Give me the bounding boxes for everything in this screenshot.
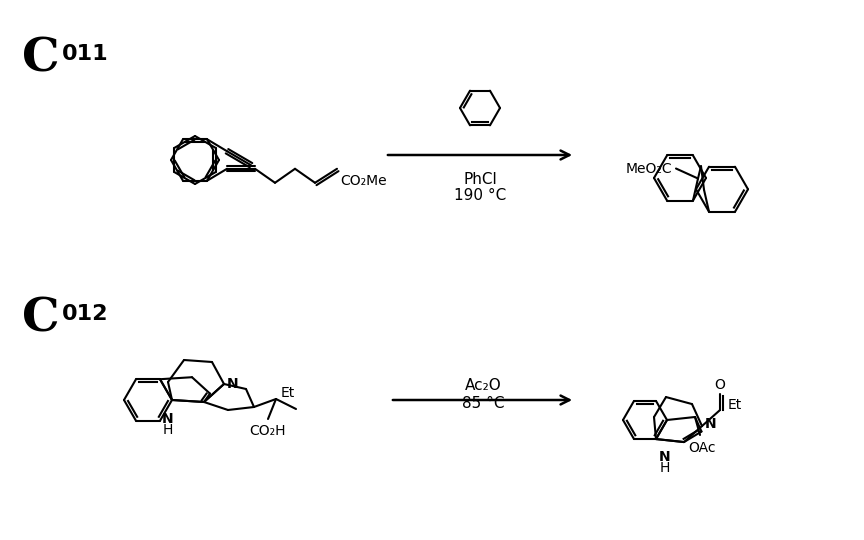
Text: H: H: [659, 461, 670, 475]
Text: CO₂H: CO₂H: [250, 424, 286, 438]
Text: 012: 012: [62, 304, 109, 324]
Text: C: C: [22, 35, 60, 81]
Text: Et: Et: [728, 398, 742, 412]
Text: O: O: [715, 378, 726, 392]
Text: N: N: [705, 417, 716, 431]
Text: MeO₂C: MeO₂C: [626, 161, 672, 176]
Text: 190 °C: 190 °C: [454, 188, 506, 203]
Text: 011: 011: [62, 44, 109, 64]
Text: N: N: [227, 377, 238, 391]
Text: N: N: [162, 411, 174, 426]
Text: CO₂Me: CO₂Me: [340, 174, 386, 188]
Text: PhCl: PhCl: [463, 172, 497, 187]
Text: N: N: [658, 449, 670, 463]
Text: OAc: OAc: [689, 441, 715, 455]
Text: 85 °C: 85 °C: [461, 396, 505, 411]
Text: H: H: [162, 423, 173, 437]
Text: C: C: [22, 295, 60, 341]
Text: Et: Et: [281, 386, 295, 400]
Text: Ac₂O: Ac₂O: [465, 378, 501, 393]
